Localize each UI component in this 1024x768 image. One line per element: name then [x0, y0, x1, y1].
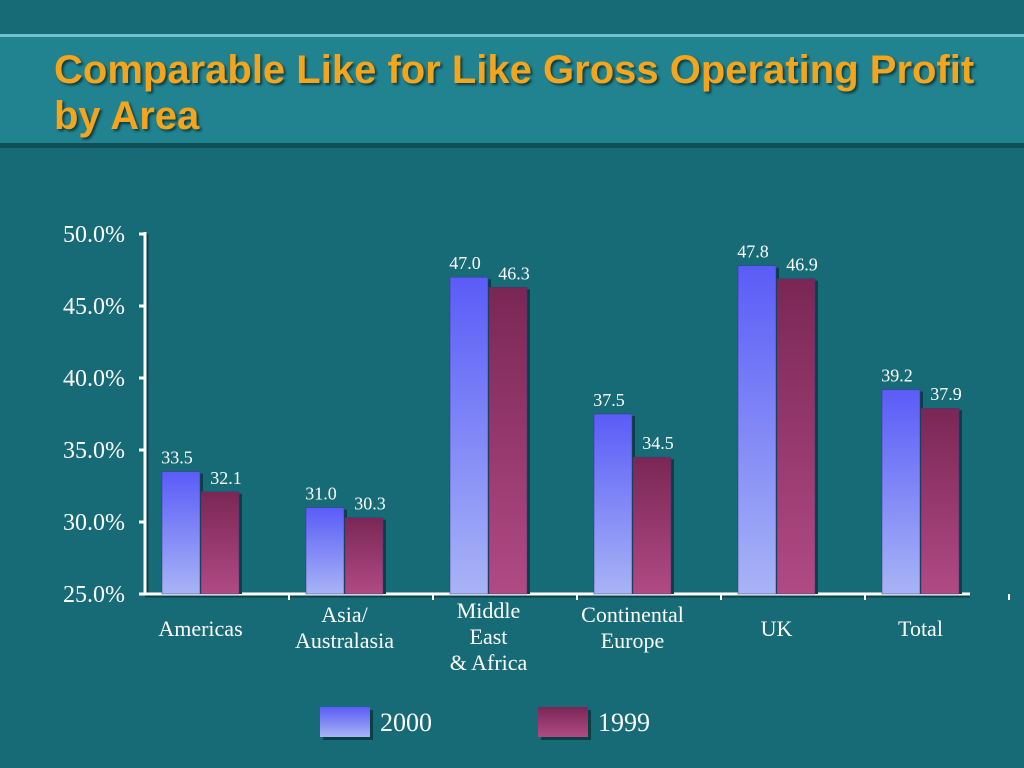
legend-label: 1999	[598, 708, 650, 737]
legend-swatch-1999	[538, 707, 588, 737]
data-label: 46.3	[498, 263, 530, 283]
category-label: Europe	[601, 628, 665, 653]
bar-1999	[632, 456, 672, 595]
bar-1999	[200, 491, 240, 595]
bar-1999	[488, 287, 528, 595]
y-tick-label: 45.0%	[63, 294, 125, 320]
data-label: 37.5	[593, 390, 625, 410]
title-band: Comparable Like for Like Gross Operating…	[0, 34, 1024, 148]
data-label: 39.2	[881, 366, 913, 386]
bar-1999	[920, 407, 960, 595]
bar-1999	[776, 278, 816, 595]
category-label: East	[470, 624, 508, 649]
y-tick-label: 30.0%	[63, 510, 125, 536]
data-label: 31.0	[305, 484, 337, 504]
category-label: & Africa	[450, 650, 528, 675]
category-label: Total	[898, 616, 943, 641]
data-label: 30.3	[354, 494, 386, 514]
bar-2000	[881, 389, 921, 595]
y-tick-label: 35.0%	[63, 438, 125, 464]
data-label: 46.9	[786, 255, 818, 275]
data-label: 47.8	[737, 242, 769, 262]
y-tick-label: 40.0%	[63, 366, 125, 392]
legend-label: 2000	[380, 708, 432, 737]
bar-1999	[344, 517, 384, 595]
data-label: 33.5	[161, 448, 193, 468]
category-label: Asia/	[321, 602, 368, 627]
category-label: Continental	[581, 602, 684, 627]
data-label: 37.9	[930, 384, 962, 404]
category-label: Australasia	[295, 628, 394, 653]
y-tick-label: 25.0%	[63, 582, 125, 608]
y-tick-label: 50.0%	[63, 222, 125, 248]
chart-title: Comparable Like for Like Gross Operating…	[54, 48, 975, 138]
category-label: UK	[761, 616, 793, 641]
bar-2000	[449, 276, 489, 595]
bar-2000	[737, 265, 777, 595]
category-label: Middle	[457, 598, 521, 623]
bar-2000	[305, 507, 345, 595]
data-label: 34.5	[642, 433, 674, 453]
bar-2000	[161, 471, 201, 595]
category-label: Americas	[158, 616, 242, 641]
bar-2000	[593, 413, 633, 595]
data-label: 47.0	[449, 253, 481, 273]
data-label: 32.1	[210, 468, 242, 488]
legend-swatch-2000	[320, 707, 370, 737]
